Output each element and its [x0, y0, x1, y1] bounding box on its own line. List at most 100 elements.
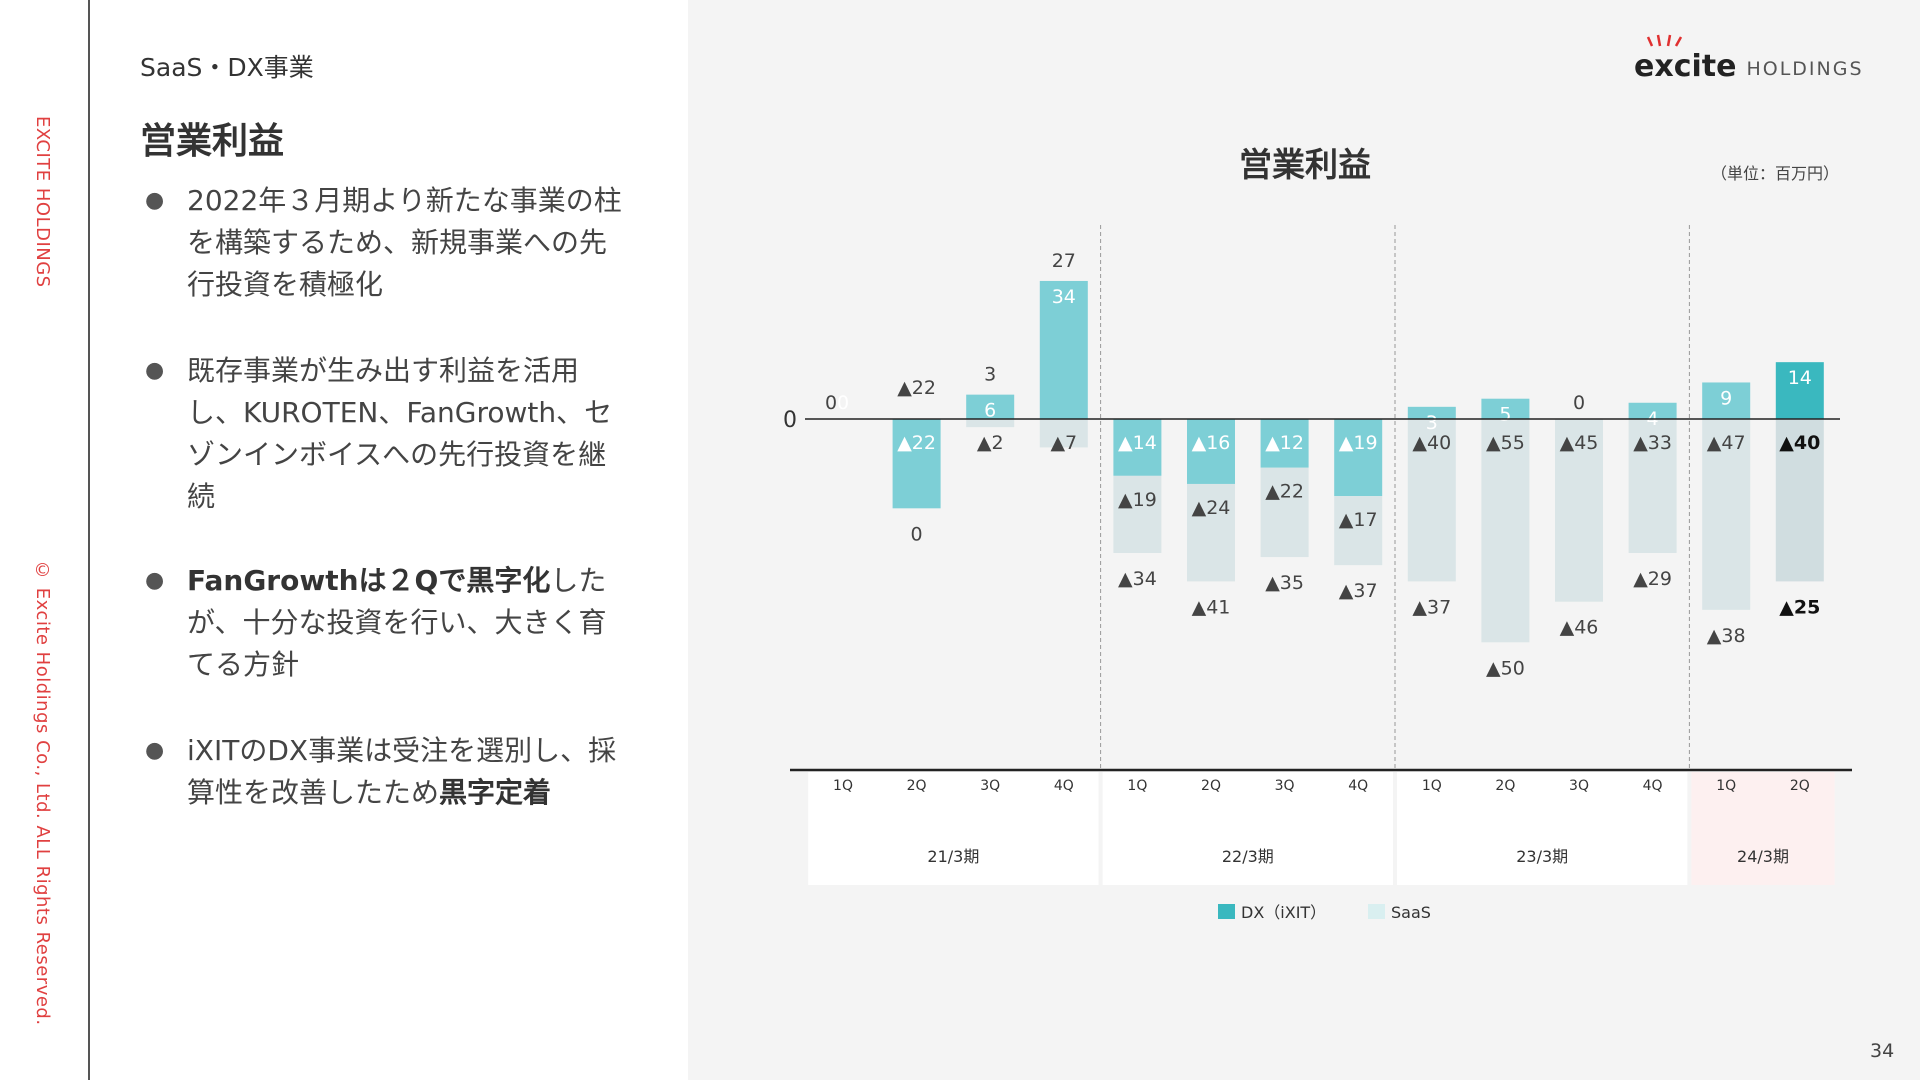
category-tick-label: 2Q — [1495, 778, 1515, 794]
page-title: 営業利益 — [140, 121, 285, 162]
dx-value-label: 5 — [1499, 404, 1511, 426]
dx-value-label: ▲19 — [1339, 432, 1378, 454]
period-box — [1102, 772, 1393, 885]
saas-value-label: ▲40 — [1779, 432, 1820, 454]
saas-value-label: ▲22 — [1265, 481, 1304, 503]
company-name-vertical: EXCITE HOLDINGS — [32, 116, 53, 288]
logo-subtext: HOLDINGS — [1746, 58, 1864, 80]
dx-bar — [1775, 362, 1824, 419]
dx-bar — [1481, 398, 1530, 419]
legend-swatch-dx — [1218, 904, 1235, 919]
chart-unit: （単位：百万円） — [1711, 164, 1839, 183]
saas-bar — [1039, 419, 1088, 448]
bullet-dot-icon: ● — [145, 358, 165, 383]
saas-bar — [1775, 419, 1824, 582]
dx-value-label: ▲14 — [1118, 432, 1157, 454]
logo-text: excite — [1634, 49, 1737, 84]
dx-bar — [1260, 419, 1309, 468]
total-label: ▲25 — [1779, 596, 1820, 618]
dx-bar — [966, 394, 1015, 419]
saas-value-label: ▲55 — [1486, 432, 1525, 454]
dx-value-label: 6 — [984, 400, 996, 422]
page-number: 34 — [1870, 1040, 1895, 1062]
period-box — [1397, 772, 1688, 885]
bullet-text: iXITのDX事業は受注を選別し、採算性を改善したため黒字定着 — [187, 730, 625, 814]
bullet-text-part: したが、十分な投資を行い、大きく育てる方針 — [187, 564, 607, 681]
bullet-text: 2022年３月期より新たな事業の柱を構築するため、新規事業への先行投資を積極化 — [187, 180, 625, 306]
bullet-text: FanGrowthは２Qで黒字化したが、十分な投資を行い、大きく育てる方針 — [187, 560, 625, 686]
period-box — [808, 772, 1099, 885]
saas-bar — [1628, 419, 1677, 553]
category-tick-label: 1Q — [1716, 778, 1736, 794]
category-tick-label: 3Q — [980, 778, 1000, 794]
saas-bar — [1407, 419, 1456, 582]
saas-bar — [1334, 496, 1383, 566]
dx-bar — [1113, 419, 1162, 476]
dx-bar — [892, 419, 941, 509]
bullet-item: ● 既存事業が生み出す利益を活用し、KUROTEN、FanGrowth、セゾンイン… — [145, 350, 625, 518]
total-label: ▲41 — [1192, 596, 1231, 618]
period-box — [1691, 772, 1835, 885]
saas-bar — [1113, 475, 1162, 553]
dx-value-label: 0 — [837, 392, 849, 414]
total-label: 0 — [1573, 392, 1585, 414]
total-label: ▲50 — [1486, 657, 1525, 679]
bullet-text-part: 既存事業が生み出す利益を活用し、KUROTEN、FanGrowth、セゾンインボ… — [187, 354, 613, 513]
dx-value-label: 9 — [1720, 387, 1732, 409]
period-label: 21/3期 — [927, 847, 979, 866]
saas-bar — [1702, 419, 1751, 610]
saas-value-label: ▲19 — [1118, 489, 1157, 511]
bullet-emphasis: 黒字定着 — [439, 776, 552, 809]
saas-bar — [1555, 419, 1603, 602]
total-label: 3 — [984, 364, 996, 386]
dx-bar — [1702, 382, 1751, 419]
dx-bar — [1039, 280, 1088, 419]
category-tick-label: 2Q — [1790, 778, 1810, 794]
company-logo: excite HOLDINGS — [1634, 34, 1864, 84]
category-tick-label: 2Q — [907, 778, 927, 794]
total-label: ▲37 — [1339, 580, 1378, 602]
chart-title: 営業利益 — [1239, 145, 1371, 184]
saas-value-label: ▲45 — [1560, 432, 1599, 454]
dx-bar — [1187, 419, 1235, 484]
dx-value-label: 14 — [1788, 367, 1812, 389]
dx-bar — [1628, 402, 1677, 419]
legend-label-saas: SaaS — [1391, 903, 1431, 922]
copyright-vertical: © Excite Holdings Co., Ltd. ALL Rights R… — [32, 560, 53, 1026]
bullet-text-part: 2022年３月期より新たな事業の柱を構築するため、新規事業への先行投資を積極化 — [187, 184, 622, 301]
total-label: 0 — [825, 392, 837, 414]
dx-bar — [1334, 419, 1383, 497]
bullet-item: ● iXITのDX事業は受注を選別し、採算性を改善したため黒字定着 — [145, 730, 625, 814]
category-tick-label: 1Q — [1422, 778, 1442, 794]
total-label: 27 — [1052, 250, 1076, 272]
legend-swatch-saas — [1368, 904, 1385, 919]
bullet-text-part: iXITのDX事業は受注を選別し、採算性を改善したため — [187, 734, 617, 809]
total-label: ▲35 — [1265, 572, 1304, 594]
saas-bar — [1481, 419, 1530, 643]
saas-value-label: ▲47 — [1707, 432, 1746, 454]
saas-value-label: ▲40 — [1412, 432, 1451, 454]
dx-value-label: 34 — [1052, 286, 1076, 308]
category-tick-label: 1Q — [1127, 778, 1147, 794]
left-rail: EXCITE HOLDINGS © Excite Holdings Co., L… — [0, 0, 90, 1080]
total-label: ▲37 — [1412, 596, 1451, 618]
period-label: 24/3期 — [1737, 847, 1789, 866]
zero-axis-label: 0 — [783, 408, 797, 433]
category-tick-label: 4Q — [1643, 778, 1663, 794]
total-label: ▲38 — [1707, 625, 1746, 647]
saas-value-label: ▲2 — [977, 432, 1004, 454]
total-label: ▲22 — [897, 377, 936, 399]
bullet-text: 既存事業が生み出す利益を活用し、KUROTEN、FanGrowth、セゾンインボ… — [187, 350, 625, 518]
dx-value-label: ▲16 — [1192, 432, 1231, 454]
category-tick-label: 3Q — [1275, 778, 1295, 794]
saas-bar — [966, 419, 1015, 428]
saas-value-label: ▲33 — [1633, 432, 1672, 454]
bullet-dot-icon: ● — [145, 188, 165, 213]
saas-value-label: ▲17 — [1339, 509, 1378, 531]
page-subtitle: SaaS・DX事業 — [140, 53, 314, 82]
logo-rays-icon — [1646, 34, 1683, 47]
saas-value-label: ▲7 — [1050, 432, 1077, 454]
saas-bar — [1187, 483, 1235, 582]
category-tick-label: 4Q — [1054, 778, 1074, 794]
